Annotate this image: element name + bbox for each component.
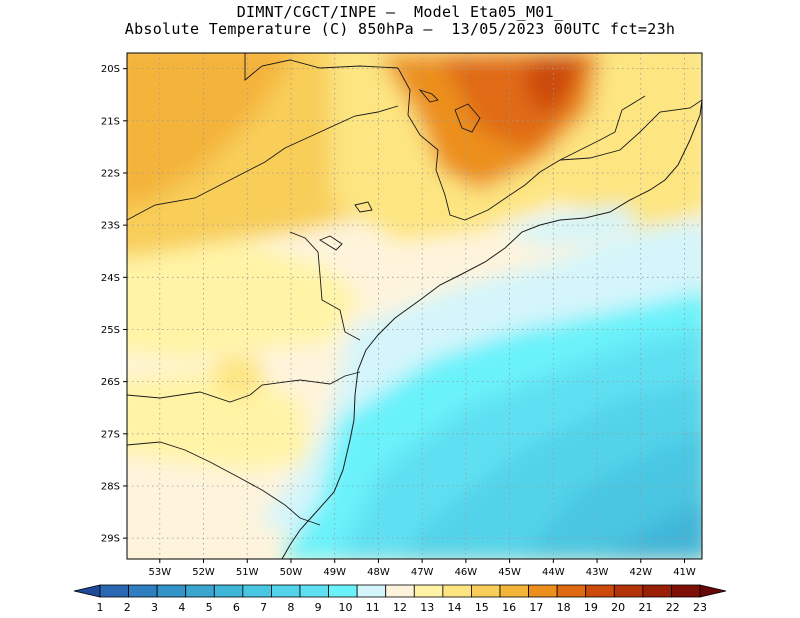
colorbar-swatch [128,584,158,598]
colorbar-label: 10 [338,601,352,614]
lon-label: 44W [542,567,565,578]
lon-label: 51W [236,567,259,578]
colorbar-swatch [185,584,215,598]
colorbar-swatch [585,584,615,598]
map-frame [126,52,703,560]
colorbar-swatch [271,584,301,598]
colorbar-label: 7 [260,601,267,614]
colorbar-swatch [299,584,329,598]
map-title: DIMNT/CGCT/INPE – Model Eta05_M01_ Absol… [0,4,800,38]
colorbar-high-arrow [699,584,727,598]
colorbar-label: 22 [666,601,680,614]
state-border-pr-sp [289,231,361,341]
state-border-pr-sc [127,371,361,403]
colorbar-swatch [442,584,472,598]
lake-2 [454,103,481,133]
lat-label: 24S [101,273,120,284]
colorbar-label: 18 [557,601,571,614]
colorbar-label: 21 [638,601,652,614]
colorbar-swatch [642,584,672,598]
colorbar-label: 15 [475,601,489,614]
colorbar-label: 17 [529,601,543,614]
colorbar-label: 9 [315,601,322,614]
colorbar-label: 3 [151,601,158,614]
colorbar-label: 1 [97,601,104,614]
state-border-mg-sp [397,67,646,221]
lake-1 [418,89,439,103]
lon-label: 43W [586,567,609,578]
state-border-sc-rs [127,441,321,526]
colorbar-swatch [413,584,444,598]
colorbar-swatch [356,584,387,598]
colorbar-swatch [613,584,644,598]
colorbar-swatch [471,584,501,598]
lon-label: 47W [411,567,434,578]
lat-label: 23S [101,221,120,232]
colorbar-swatch [671,584,701,598]
colorbar-swatch [242,584,272,598]
lon-labels: 53W 52W 51W 50W 49W 48W 47W 46W 45W 44W 43W 42W 41W [148,559,696,578]
warm-band-16-west [127,53,293,206]
lon-label: 45W [498,567,521,578]
lat-label: 20S [101,64,120,75]
lon-label: 42W [629,567,652,578]
lat-label: 28S [101,481,120,492]
band-13-mid [127,240,360,360]
hot-spot-max [525,55,580,115]
colorbar-swatch [556,584,587,598]
colorbar: 1 2 3 4 5 6 7 8 9 10 11 12 13 14 15 16 17 18 19 20 21 22 23 [73,584,727,614]
grid-lines [127,53,702,559]
colorbar-label: 20 [611,601,625,614]
title-line-2: Absolute Temperature (C) 850hPa – 13/05/… [124,20,676,38]
lat-label: 29S [101,534,120,545]
boundaries [127,53,702,559]
colorbar-label: 4 [178,601,185,614]
colorbar-swatch [156,584,187,598]
colorbar-label: 6 [233,601,240,614]
lake-3 [319,235,343,251]
lat-label: 26S [101,377,120,388]
band-14-blob [215,355,265,400]
colorbar-label: 5 [206,601,213,614]
coastline [281,99,702,559]
lat-label: 25S [101,325,120,336]
colorbar-label: 11 [366,601,380,614]
lon-label: 53W [148,567,171,578]
colorbar-label: 16 [502,601,516,614]
colorbar-label: 23 [693,601,707,614]
lake-4 [354,201,373,213]
lon-label: 41W [673,567,696,578]
colorbar-swatch [213,584,244,598]
band-13-south [127,370,310,470]
lon-label: 46W [455,567,478,578]
colorbar-label: 12 [393,601,407,614]
colorbar-label: 8 [287,601,294,614]
state-border-mg-rj [559,99,702,161]
colorbar-label: 13 [420,601,434,614]
colorbar-label: 14 [448,601,462,614]
lon-label: 50W [280,567,303,578]
lon-label: 48W [367,567,390,578]
state-border-ms-sp [244,53,399,81]
colorbar-label: 2 [124,601,131,614]
lat-label: 22S [101,168,120,179]
state-border-ms-pr [127,105,399,221]
colorbar-swatch [499,584,529,598]
colorbar-label: 19 [584,601,598,614]
colorbar-swatch [99,584,129,598]
colorbar-swatch [385,584,415,598]
lon-label: 52W [192,567,215,578]
title-line-1: DIMNT/CGCT/INPE – Model Eta05_M01_ [236,3,564,21]
band-6-ocean [601,503,702,559]
colorbar-low-arrow [73,584,101,598]
colorbar-swatch [528,584,558,598]
colorbar-swatch [328,584,358,598]
band-11-inlet [500,205,640,245]
lat-labels: 20S 21S 22S 23S 24S 25S 26S 27S 28S 29S [101,64,127,545]
lat-label: 27S [101,429,120,440]
lon-label: 49W [323,567,346,578]
lat-label: 21S [101,116,120,127]
